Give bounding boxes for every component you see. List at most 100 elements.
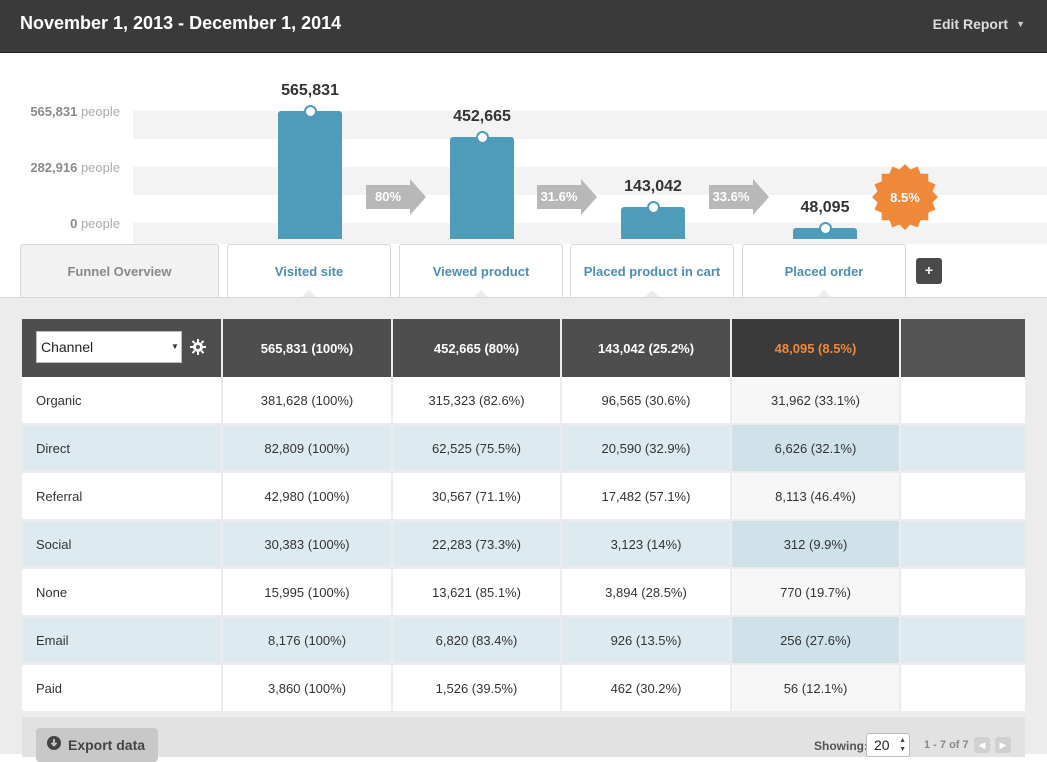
tab-funnel-overview[interactable]: Funnel Overview	[20, 244, 219, 297]
y-tick-label: 0 people	[70, 216, 120, 231]
prev-page-button[interactable]: ◀	[974, 737, 990, 753]
chevron-down-icon: ▼	[171, 342, 179, 351]
table-footer: Export data Showing: 20 ▲ ▼ 1 - 7 of 7 ◀ ▶	[22, 717, 1025, 762]
table-cell: 256 (27.6%)	[731, 616, 901, 665]
conversion-arrow: 80%	[366, 179, 426, 215]
table-cell: 96,565 (30.6%)	[561, 377, 732, 425]
table-cell-spacer	[900, 568, 1025, 617]
export-data-button[interactable]: Export data	[36, 728, 158, 762]
tab-visited-site[interactable]: Visited site	[227, 244, 391, 298]
funnel-bar[interactable]	[621, 201, 685, 239]
table-row: Organic 381,628 (100%) 315,323 (82.6%) 96,5…	[22, 377, 1025, 425]
table-cell-spacer	[900, 616, 1025, 665]
overall-conversion-badge: 8.5%	[872, 164, 938, 230]
date-range-title[interactable]: November 1, 2013 - December 1, 2014	[20, 13, 342, 33]
bar-value-label: 48,095	[800, 199, 850, 216]
table-row: Referral 42,980 (100%) 30,567 (71.1%) 17,48…	[22, 472, 1025, 521]
row-label: Paid	[22, 664, 223, 713]
table-cell-spacer	[900, 377, 1025, 425]
bar-marker	[476, 131, 489, 144]
pager-info: 1 - 7 of 7	[924, 739, 969, 751]
table-cell: 22,283 (73.3%)	[392, 520, 562, 569]
chart-band	[133, 111, 1047, 139]
table-cell: 30,567 (71.1%)	[392, 472, 562, 521]
table-cell: 30,383 (100%)	[222, 520, 393, 569]
bar-value-label: 565,831	[281, 82, 339, 99]
table-cell: 315,323 (82.6%)	[392, 377, 562, 425]
download-icon	[47, 736, 61, 750]
table-cell: 20,590 (32.9%)	[561, 424, 732, 473]
group-by-select[interactable]: Channel ▼	[36, 331, 182, 363]
table-cell: 13,621 (85.1%)	[392, 568, 562, 617]
funnel-bar[interactable]	[450, 131, 514, 239]
conversion-rate: 31.6%	[537, 185, 581, 209]
table-row: Direct 82,809 (100%) 62,525 (75.5%) 20,590 …	[22, 424, 1025, 473]
export-data-label: Export data	[68, 737, 146, 753]
total-placed-order: 48,095 (8.5%)	[731, 319, 901, 377]
total-visited-site: 565,831 (100%)	[222, 319, 393, 377]
funnel-bar[interactable]	[793, 222, 857, 239]
gear-icon[interactable]	[190, 339, 206, 355]
table-cell: 42,980 (100%)	[222, 472, 393, 521]
table-cell-spacer	[900, 520, 1025, 569]
chevron-down-icon: ▼	[1016, 19, 1025, 29]
table-cell: 381,628 (100%)	[222, 377, 393, 425]
y-tick-label: 282,916 people	[30, 160, 120, 175]
row-label: Social	[22, 520, 223, 569]
table-cell: 8,113 (46.4%)	[731, 472, 901, 521]
table-cell: 3,123 (14%)	[561, 520, 732, 569]
table-cell: 3,860 (100%)	[222, 664, 393, 713]
row-label: Direct	[22, 424, 223, 473]
bar-marker	[819, 222, 832, 235]
table-cell-spacer	[900, 664, 1025, 713]
table-cell: 17,482 (57.1%)	[561, 472, 732, 521]
table-cell: 770 (19.7%)	[731, 568, 901, 617]
table-cell-spacer	[900, 424, 1025, 473]
table-row: None 15,995 (100%) 13,621 (85.1%) 3,894 (28…	[22, 568, 1025, 617]
breakdown-panel: Channel ▼ 565,831 (100%) 452,665 (80%) 14…	[0, 297, 1047, 762]
conversion-rate: 80%	[366, 185, 410, 209]
table-row: Paid 3,860 (100%) 1,526 (39.5%) 462 (30.2%)…	[22, 664, 1025, 713]
bar-value-label: 452,665	[453, 108, 511, 125]
conversion-arrow: 33.6%	[709, 179, 769, 215]
top-bar: November 1, 2013 - December 1, 2014 Edit…	[0, 0, 1047, 53]
bar-marker	[647, 201, 660, 214]
table-cell-spacer	[900, 472, 1025, 521]
row-label: Referral	[22, 472, 223, 521]
funnel-chart: 565,831 people 282,916 people 0 people 5…	[0, 54, 1047, 244]
table-cell: 926 (13.5%)	[561, 616, 732, 665]
bar-marker	[304, 105, 317, 118]
stepper-arrows-icon: ▲ ▼	[899, 737, 906, 753]
edit-report-label: Edit Report	[932, 16, 1009, 32]
table-cell: 62,525 (75.5%)	[392, 424, 562, 473]
table-row: Email 8,176 (100%) 6,820 (83.4%) 926 (13.5%…	[22, 616, 1025, 665]
row-label: Organic	[22, 377, 223, 425]
table-body: Organic 381,628 (100%) 315,323 (82.6%) 96,5…	[22, 377, 1025, 713]
table-cell: 31,962 (33.1%)	[731, 377, 901, 425]
tab-placed-order[interactable]: Placed order	[742, 244, 906, 298]
bar-value-label: 143,042	[624, 178, 682, 195]
next-page-button[interactable]: ▶	[995, 737, 1011, 753]
table-cell: 82,809 (100%)	[222, 424, 393, 473]
table-cell: 312 (9.9%)	[731, 520, 901, 569]
page-size-stepper[interactable]: 20 ▲ ▼	[866, 733, 910, 757]
tab-viewed-product[interactable]: Viewed product	[399, 244, 563, 298]
table-cell: 3,894 (28.5%)	[561, 568, 732, 617]
table-cell: 56 (12.1%)	[731, 664, 901, 713]
group-by-cell: Channel ▼	[22, 319, 223, 377]
table-cell: 15,995 (100%)	[222, 568, 393, 617]
table-cell: 6,820 (83.4%)	[392, 616, 562, 665]
conversion-arrow: 31.6%	[537, 179, 597, 215]
row-label: None	[22, 568, 223, 617]
edit-report-button[interactable]: Edit Report ▼	[933, 16, 1025, 32]
showing-label: Showing:	[814, 739, 868, 753]
y-tick-label: 565,831 people	[30, 104, 120, 119]
funnel-bar[interactable]	[278, 105, 342, 239]
table-cell: 462 (30.2%)	[561, 664, 732, 713]
table-cell: 6,626 (32.1%)	[731, 424, 901, 473]
add-step-button[interactable]: +	[916, 258, 942, 284]
table-cell: 1,526 (39.5%)	[392, 664, 562, 713]
funnel-tabs: Funnel Overview Visited site Viewed prod…	[0, 244, 1047, 298]
overall-conversion-value: 8.5%	[890, 190, 920, 205]
tab-placed-product-in-cart[interactable]: Placed product in cart	[570, 244, 734, 298]
